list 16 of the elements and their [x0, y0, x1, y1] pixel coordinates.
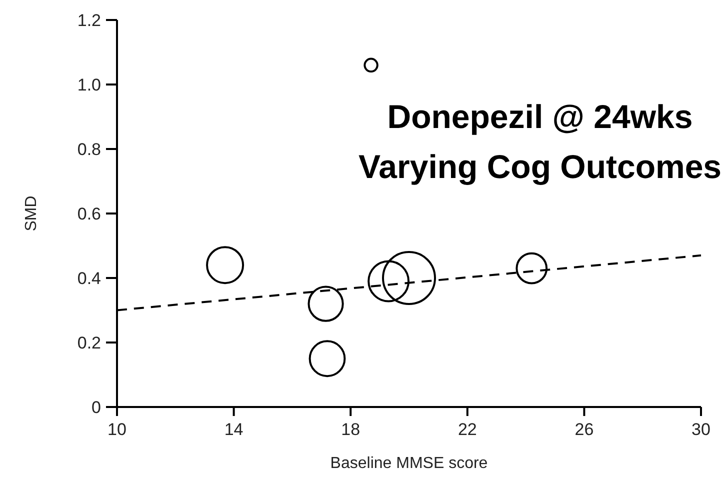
y-tick-label: 1.2 — [77, 11, 101, 30]
text: Donepezil @ 24wks Varying Cog Outcomes — [358, 98, 722, 185]
y-axis-title: SMD — [23, 196, 40, 232]
x-tick-label: 26 — [574, 420, 594, 439]
y-tick-label: 0.4 — [77, 269, 101, 288]
y-tick-label: 0.2 — [77, 334, 101, 352]
y-tick-label: 1.0 — [77, 76, 101, 94]
x-tick-label: 10 — [108, 420, 126, 439]
x-axis-title: Baseline MMSE score — [330, 455, 488, 472]
y-tick-label: 0.6 — [77, 204, 101, 224]
y-tick-label: 0.8 — [77, 140, 101, 159]
x-tick-label: 22 — [458, 420, 477, 439]
x-tick-label: 30 — [692, 420, 710, 439]
x-tick-label: 14 — [224, 420, 244, 439]
x-tick-label: 18 — [341, 420, 360, 439]
y-tick-label: 0 — [92, 398, 101, 417]
